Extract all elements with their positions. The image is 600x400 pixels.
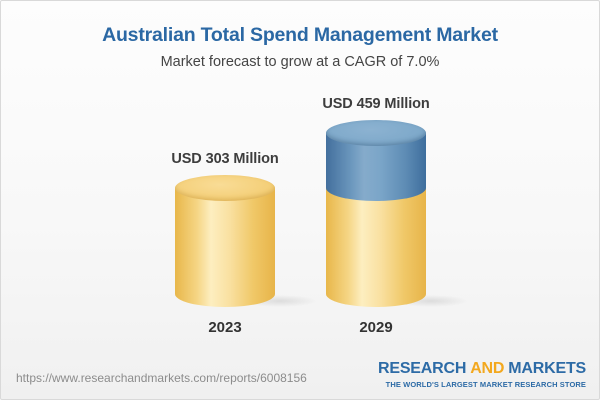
bar-value-label: USD 303 Million xyxy=(171,151,279,167)
page-title: Australian Total Spend Management Market xyxy=(102,24,498,46)
logo-tagline: THE WORLD'S LARGEST MARKET RESEARCH STOR… xyxy=(385,380,586,389)
bar-value-label: USD 459 Million xyxy=(322,96,430,112)
logo-word-and: AND xyxy=(470,360,505,377)
research-and-markets-logo: RESEARCH AND MARKETS THE WORLD'S LARGEST M… xyxy=(378,360,586,389)
logo-word-markets: MARKETS xyxy=(508,360,586,377)
logo-wordmark: RESEARCH AND MARKETS xyxy=(378,360,586,378)
bar-segment-base xyxy=(175,188,275,307)
report-url: https://www.researchandmarkets.com/repor… xyxy=(16,371,307,385)
cylinder-top xyxy=(326,120,426,146)
bar-category-label: 2023 xyxy=(208,319,242,336)
bar-cylinder-2029 xyxy=(326,120,426,307)
chart-header: Australian Total Spend Management Market… xyxy=(1,1,599,70)
bar-cylinder-2023 xyxy=(175,175,275,307)
page-subtitle: Market forecast to grow at a CAGR of 7.0… xyxy=(160,54,440,70)
bar-segment-base xyxy=(326,188,426,307)
logo-word-research: RESEARCH xyxy=(378,360,467,377)
bar-category-label: 2029 xyxy=(359,319,393,336)
cylinder-top xyxy=(175,175,275,201)
